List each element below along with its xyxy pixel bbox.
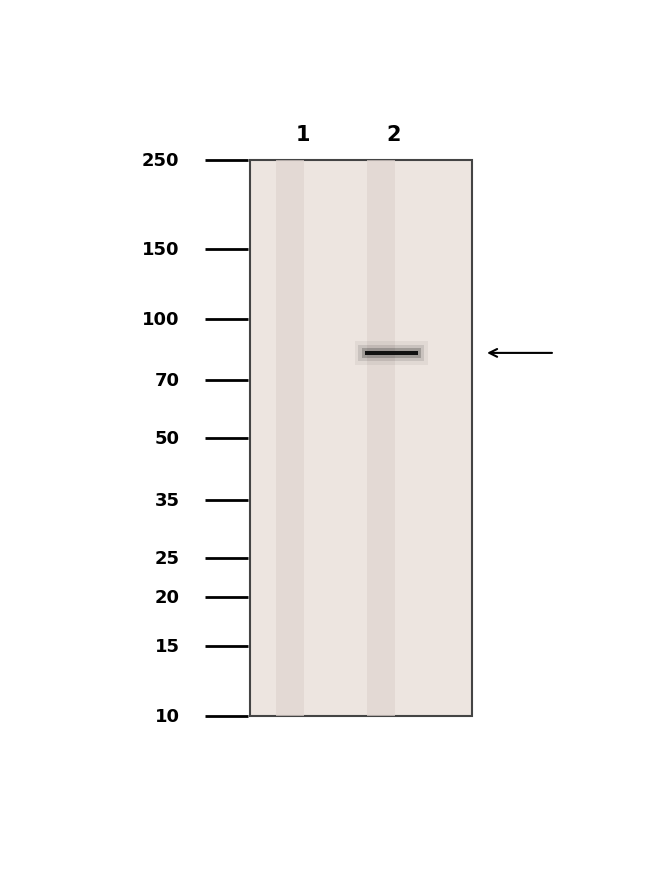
Text: 35: 35 xyxy=(155,491,179,509)
Bar xyxy=(250,161,472,717)
Text: 10: 10 xyxy=(155,707,179,726)
Text: 2: 2 xyxy=(386,124,401,144)
Text: 15: 15 xyxy=(155,638,179,655)
Bar xyxy=(365,351,417,355)
Text: 25: 25 xyxy=(155,549,179,567)
Text: 250: 250 xyxy=(142,152,179,170)
Text: 1: 1 xyxy=(296,124,310,144)
Bar xyxy=(361,348,421,358)
Text: 150: 150 xyxy=(142,241,179,258)
Bar xyxy=(367,161,395,717)
Text: 100: 100 xyxy=(142,310,179,328)
Bar xyxy=(276,161,304,717)
Bar xyxy=(354,342,428,366)
Text: 20: 20 xyxy=(155,588,179,606)
Text: 70: 70 xyxy=(155,372,179,390)
Bar xyxy=(358,346,424,362)
Text: 50: 50 xyxy=(155,430,179,448)
